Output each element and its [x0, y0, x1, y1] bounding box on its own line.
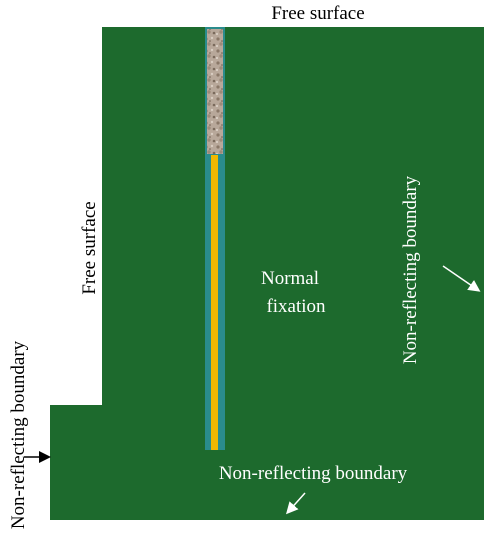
arrow: [285, 492, 306, 515]
pile-label: fixation: [266, 296, 326, 317]
left-surface-label: Free surface: [79, 201, 100, 294]
right-boundary-label: Non-reflecting boundary: [400, 175, 421, 364]
bottom-boundary-label: Non-reflecting boundary: [219, 463, 408, 484]
pile-core: [211, 155, 218, 450]
pile-label: Normal: [261, 268, 319, 289]
arrow: [442, 265, 481, 292]
soil-domain: [50, 27, 484, 520]
left-boundary-label: Non-reflecting boundary: [8, 340, 29, 529]
top-surface-label: Free surface: [271, 3, 364, 24]
gravel-fill: [207, 29, 223, 154]
